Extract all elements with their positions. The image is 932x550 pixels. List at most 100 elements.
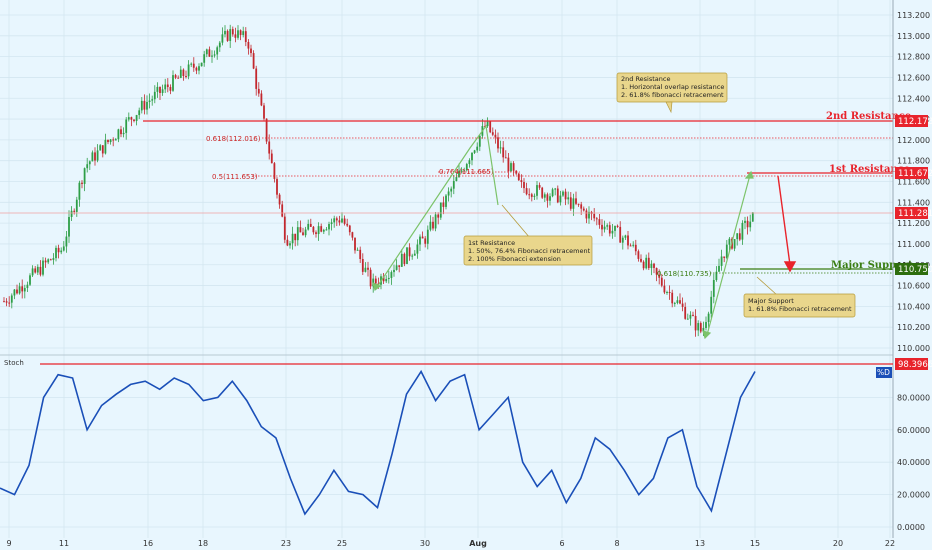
- candle-body: [83, 168, 86, 184]
- candle-body: [411, 255, 414, 257]
- price-tick-label: 112.800: [897, 53, 930, 62]
- candle-body: [364, 267, 367, 272]
- major-support-note[interactable]: Major Support 1. 61.8% Fibonacci retrace…: [743, 276, 856, 318]
- candle-body: [177, 77, 180, 79]
- fib-extension-arrows: [372, 124, 754, 340]
- price-panel[interactable]: [3, 24, 754, 337]
- candle-body: [741, 222, 744, 240]
- candle-body: [187, 64, 190, 77]
- candle-body: [5, 301, 8, 303]
- candle-body: [494, 134, 497, 138]
- candle-body: [634, 244, 637, 252]
- price-tick-label: 112.400: [897, 94, 930, 103]
- candle-body: [361, 259, 364, 272]
- candle-body: [663, 285, 666, 293]
- candle-body: [408, 247, 411, 257]
- candle-body: [627, 235, 629, 246]
- second-resistance-note-line3: 2. 61.8% fibonacci retracement: [621, 91, 724, 99]
- second-resistance-note-line2: 1. Horizontal overlap resistance: [621, 83, 724, 91]
- candle-body: [445, 195, 447, 207]
- candle-body: [393, 269, 395, 273]
- candle-body: [26, 284, 29, 289]
- date-axis: 9 11 16 18 23 25 30 Aug 6 8 13 15 20 22: [6, 539, 895, 548]
- candle-body: [406, 247, 408, 264]
- candle-body: [242, 31, 245, 35]
- projection-arrow: [777, 175, 797, 273]
- stoch-panel[interactable]: Stoch: [0, 359, 893, 516]
- candle-body: [432, 221, 434, 229]
- candle-body: [671, 292, 674, 304]
- candle-body: [744, 220, 746, 223]
- candle-body: [455, 177, 458, 182]
- candle-body: [338, 220, 341, 223]
- candle-body: [637, 251, 640, 259]
- candle-body: [491, 132, 494, 135]
- candle-body: [598, 219, 601, 225]
- candle-body: [577, 203, 580, 205]
- candle-body: [127, 117, 130, 120]
- candle-body: [255, 68, 258, 89]
- candle-body: [382, 276, 385, 282]
- candle-body: [169, 87, 172, 91]
- candle-body: [57, 247, 60, 253]
- candle-body: [198, 66, 200, 71]
- candle-body: [299, 227, 302, 233]
- candle-body: [572, 198, 575, 209]
- svg-text:111.672: 111.672: [898, 169, 932, 179]
- svg-text:%D: %D: [877, 368, 890, 377]
- date-tick-label: 20: [833, 539, 843, 548]
- candle-body: [281, 204, 284, 217]
- candle-body: [385, 278, 388, 282]
- candle-body: [723, 256, 726, 258]
- candle-body: [96, 150, 99, 161]
- candle-body: [356, 249, 359, 251]
- candle-body: [346, 223, 349, 226]
- price-tick-label: 113.000: [897, 32, 930, 41]
- candle-body: [478, 135, 481, 147]
- candle-body: [148, 100, 151, 102]
- candle-body: [265, 118, 268, 142]
- candle-body: [632, 244, 635, 246]
- fib-05-label: 0.5(111.653): [212, 173, 258, 181]
- candle-body: [86, 164, 89, 169]
- first-resistance-note[interactable]: 1st Resistance 1. 50%, 76.4% Fibonacci r…: [463, 204, 593, 266]
- candle-body: [13, 289, 16, 296]
- candle-body: [575, 198, 577, 204]
- candle-body: [107, 139, 109, 143]
- candle-body: [471, 152, 473, 161]
- candle-body: [237, 30, 239, 38]
- candle-body: [473, 150, 476, 153]
- candle-body: [692, 314, 694, 316]
- stoch-tick-label: 80.0000: [897, 393, 930, 402]
- candle-body: [746, 220, 749, 228]
- candle-body: [616, 225, 619, 227]
- candle-body: [525, 188, 528, 195]
- candle-body: [146, 101, 148, 110]
- candle-body: [424, 238, 427, 244]
- candle-body: [686, 318, 689, 320]
- candle-body: [673, 302, 676, 304]
- candle-body: [416, 244, 419, 254]
- price-tick-label: 111.400: [897, 198, 930, 207]
- candle-body: [302, 232, 304, 236]
- candle-body: [208, 49, 211, 57]
- candle-body: [751, 212, 754, 222]
- candle-body: [450, 188, 453, 192]
- candle-body: [629, 245, 632, 247]
- second-resistance-note[interactable]: 2nd Resistance 1. Horizontal overlap res…: [616, 72, 728, 114]
- candle-body: [699, 323, 702, 332]
- candle-body: [122, 132, 125, 135]
- candle-body: [660, 277, 663, 286]
- candle-body: [653, 263, 655, 268]
- candle-body: [21, 286, 24, 292]
- svg-text:110.750: 110.750: [898, 265, 932, 275]
- candle-body: [109, 139, 112, 143]
- candle-body: [268, 141, 271, 154]
- candle-body: [666, 292, 668, 294]
- stoch-axis: 80.0000 60.0000 40.0000 20.0000 0.0000: [897, 393, 930, 532]
- candle-body: [179, 69, 182, 78]
- candle-body: [211, 55, 213, 57]
- candle-body: [75, 199, 78, 212]
